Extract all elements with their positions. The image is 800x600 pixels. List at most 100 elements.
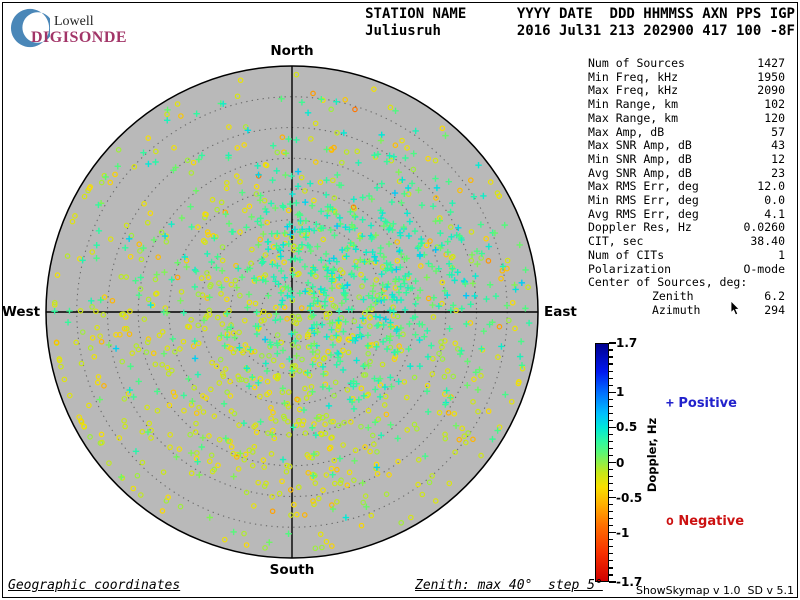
colorbar-minor-tick (609, 482, 613, 485)
stats-value: 1950 (757, 69, 785, 84)
colorbar-minor-tick (609, 356, 613, 358)
station-header-values: Juliusruh 2016 Jul31 213 202900 417 100 … (365, 23, 795, 39)
stats-row: Min RMS Err, deg 0.0 (588, 193, 785, 208)
colorbar-minor-tick (609, 539, 613, 541)
stats-row: Max Amp, dB 57 (588, 124, 785, 140)
legend-negative: o Negative (666, 514, 744, 529)
stats-row: Max RMS Err, deg 12.0 (588, 180, 785, 194)
colorbar-minor-tick (609, 405, 613, 407)
stats-value: O-mode (743, 261, 785, 276)
colorbar-major-tick (609, 581, 616, 583)
stats-value: 4.1 (764, 206, 785, 221)
stats-row: Num of Sources 1427 (588, 56, 785, 71)
colorbar-tick-label: 1 (616, 385, 625, 400)
colorbar-minor-tick (609, 377, 613, 379)
stats-row: Num of CITs 1 (588, 247, 785, 263)
colorbar-minor-tick (609, 398, 613, 400)
footer-coordinates-label: Geographic coordinates (8, 578, 181, 593)
stats-row: Min Freq, kHz 1950 (588, 69, 785, 85)
colorbar-minor-tick (609, 412, 613, 414)
stats-label: Doppler Res, Hz (588, 220, 692, 235)
stats-value: 0.0260 (743, 220, 785, 235)
colorbar-minor-tick (609, 433, 613, 435)
colorbar-minor-tick (609, 475, 613, 478)
stats-label: Azimuth (652, 302, 701, 317)
stats-value: 57 (771, 124, 785, 139)
stats-row: Center of Sources, deg: (588, 276, 785, 290)
colorbar-major-tick (609, 391, 616, 393)
colorbar-major-tick (609, 461, 616, 464)
compass-east-label: East (544, 304, 577, 320)
logo-digisonde-text: DIGISONDE (31, 29, 128, 46)
colorbar-minor-tick (609, 419, 613, 421)
stats-label: Min Freq, kHz (588, 69, 679, 84)
station-header: STATION NAME YYYY DATE DDD HHMMSS AXN PP… (365, 6, 795, 40)
stats-label: Max Range, km (588, 110, 679, 125)
compass-north-label: North (270, 43, 314, 59)
footer-zenith-scale-label: Zenith: max 40° step 5° (415, 578, 603, 593)
stats-label: Num of Sources (588, 56, 685, 70)
colorbar-tick-label: 0 (616, 455, 625, 470)
stats-label: Polarization (588, 261, 672, 276)
stats-value: 0.0 (764, 193, 785, 208)
legend-positive-label: Positive (678, 396, 737, 411)
stats-label: Max Amp, dB (588, 124, 665, 139)
circle-marker-icon: o (666, 514, 674, 529)
colorbar-minor-tick (609, 511, 613, 513)
stats-label: Avg RMS Err, deg (588, 206, 699, 221)
colorbar-minor-tick (609, 440, 613, 442)
stats-label: Center of Sources, deg: (588, 275, 748, 290)
stats-label: Num of CITs (588, 247, 665, 262)
doppler-colorbar (595, 343, 609, 582)
colorbar-minor-tick (609, 553, 613, 555)
colorbar-minor-tick (609, 468, 613, 471)
stats-panel: Num of Sources 1427 Min Freq, kHz 1950 Max F… (588, 56, 785, 318)
colorbar-major-tick (609, 426, 616, 428)
stats-row: Max Freq, kHz 2090 (588, 84, 785, 98)
colorbar-minor-tick (609, 490, 613, 492)
legend-negative-label: Negative (678, 514, 745, 529)
colorbar-minor-tick (609, 349, 613, 351)
colorbar-minor-tick (609, 546, 613, 548)
colorbar-minor-tick (609, 560, 613, 562)
stats-label: Min Range, km (588, 97, 679, 112)
stats-value: 294 (764, 302, 785, 317)
compass-west-label: West (2, 304, 41, 320)
logo-lowell-text: Lowell (54, 14, 94, 29)
colorbar-minor-tick (609, 454, 613, 457)
stats-value: 12 (771, 151, 785, 166)
colorbar-minor-tick (609, 525, 613, 527)
stats-row: Doppler Res, Hz 0.0260 (588, 221, 785, 235)
stats-value: 120 (764, 110, 785, 125)
colorbar-tick-label: -1.7 (616, 575, 643, 589)
legend-positive: + Positive (666, 396, 737, 411)
stats-row: Min Range, km 102 (588, 97, 785, 112)
stats-row: Avg RMS Err, deg 4.1 (588, 206, 785, 222)
stats-label: Zenith (652, 288, 694, 303)
stats-label: Max SNR Amp, dB (588, 138, 692, 153)
colorbar-tick-label: 1.7 (616, 336, 638, 350)
colorbar-minor-tick (609, 447, 613, 450)
stats-value: 2090 (757, 83, 785, 98)
colorbar-tick-label: -0.5 (616, 490, 643, 505)
stats-value: 6.2 (764, 288, 785, 303)
plus-marker-icon: + (666, 396, 674, 411)
colorbar-tick-label: 0.5 (616, 420, 638, 435)
stats-label: Max RMS Err, deg (588, 179, 699, 194)
skymap-polar-plot (40, 60, 544, 564)
stats-label: Avg SNR Amp, dB (588, 165, 692, 180)
lowell-digisonde-logo: Lowell DIGISONDE (10, 7, 150, 49)
stats-value: 1427 (757, 56, 785, 70)
stats-row: Max Range, km 120 (588, 110, 785, 126)
colorbar-tick-label: -1 (616, 525, 630, 540)
footer-version-label: ShowSkymap v 1.0 SD v 5.1 (635, 584, 794, 597)
colorbar-minor-tick (609, 574, 613, 576)
stats-row: Azimuth 294 (588, 302, 785, 318)
station-header-labels: STATION NAME YYYY DATE DDD HHMMSS AXN PP… (365, 6, 795, 22)
stats-label: CIT, sec (588, 234, 644, 249)
colorbar-minor-tick (609, 518, 613, 520)
stats-value: 38.40 (750, 234, 785, 249)
stats-value: 1 (778, 247, 785, 262)
stats-value: 12.0 (757, 179, 785, 194)
